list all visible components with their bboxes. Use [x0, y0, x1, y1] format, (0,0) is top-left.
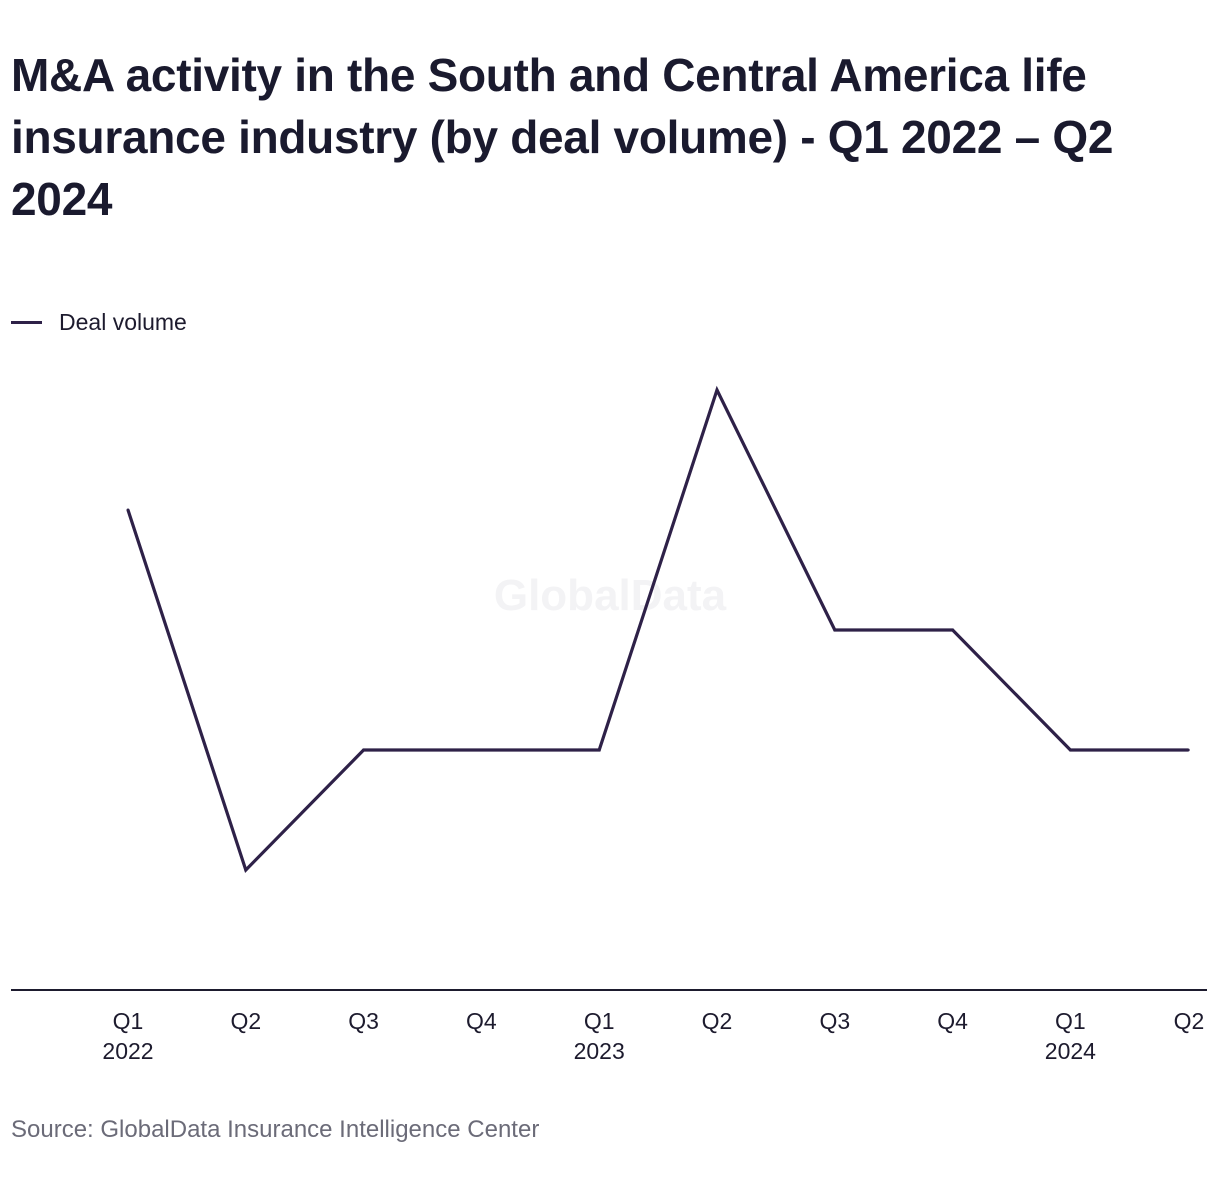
x-tick-quarter: Q4 [466, 1008, 497, 1034]
x-tick-year: 2023 [573, 1038, 625, 1064]
legend-swatch [11, 320, 42, 324]
series-line-deal-volume [126, 385, 1189, 873]
x-tick-label: Q2 [1174, 1006, 1205, 1036]
x-tick-label: Q1 2022 [102, 1006, 153, 1066]
data-point-5 [715, 388, 719, 392]
x-tick-label: Q1 2023 [574, 1006, 625, 1066]
x-tick-quarter: Q1 [112, 1008, 144, 1034]
data-point-2 [362, 748, 366, 752]
data-point-1 [244, 868, 248, 872]
x-tick-quarter: Q4 [937, 1008, 968, 1034]
x-tick-quarter: Q2 [1173, 1008, 1205, 1034]
data-point-6 [833, 628, 837, 632]
x-tick-year: 2024 [1044, 1038, 1096, 1064]
x-tick-label: Q1 2024 [1045, 1006, 1096, 1066]
legend-label: Deal volume [59, 308, 187, 335]
x-tick-year: 2022 [102, 1038, 154, 1064]
x-tick-label: Q3 [348, 1006, 379, 1036]
x-tick-label: Q2 [230, 1006, 261, 1036]
x-tick-label: Q2 [702, 1006, 733, 1036]
x-tick-label: Q4 [937, 1006, 968, 1036]
x-tick-label: Q4 [466, 1006, 497, 1036]
legend: Deal volume [11, 306, 187, 338]
watermark: GlobalData [493, 571, 727, 620]
data-point-9 [1186, 748, 1190, 752]
data-point-3 [479, 748, 483, 752]
x-tick-quarter: Q2 [701, 1008, 733, 1034]
data-point-4 [597, 748, 601, 752]
x-tick-quarter: Q3 [819, 1008, 851, 1034]
x-tick-quarter: Q3 [348, 1008, 379, 1034]
data-point-7 [951, 628, 955, 632]
data-point-0 [126, 508, 130, 512]
data-point-8 [1068, 748, 1072, 752]
chart-title: M&A activity in the South and Central Am… [11, 49, 1114, 225]
x-tick-quarter: Q1 [1055, 1008, 1086, 1034]
x-tick-quarter: Q2 [230, 1008, 262, 1034]
x-tick-quarter: Q1 [583, 1008, 615, 1034]
source-note: Source: GlobalData Insurance Intelligenc… [11, 1116, 540, 1143]
x-tick-label: Q3 [819, 1006, 850, 1036]
